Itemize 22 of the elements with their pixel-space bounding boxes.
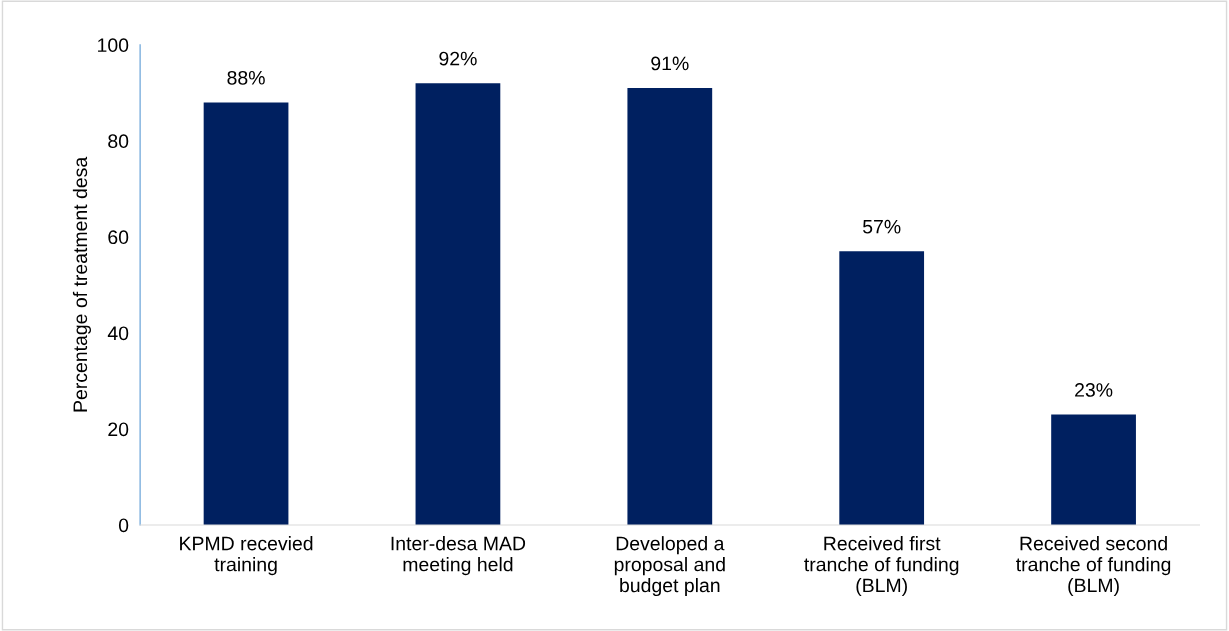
x-tick-label: Developed a proposal and budget plan [614, 536, 725, 597]
y-axis-title: Percentage of treatment desa [72, 156, 91, 412]
x-tick-label: Inter-desa MAD meeting held [391, 536, 526, 576]
y-tick-label: 60 [108, 230, 129, 245]
x-tick-label: Received first tranche of funding (BLM) [804, 536, 959, 597]
bar [203, 102, 289, 525]
y-tick-label: 100 [98, 38, 129, 53]
data-label: 57% [863, 219, 901, 234]
y-tick-label: 20 [108, 422, 129, 437]
bar [627, 88, 713, 525]
x-tick-label: KPMD recevied training [180, 536, 313, 576]
data-label: 23% [1075, 383, 1113, 397]
bar [415, 83, 501, 525]
data-label: 88% [227, 70, 265, 85]
data-label: 91% [651, 56, 689, 71]
bar [839, 251, 925, 525]
x-tick-label: Received second tranche of funding (BLM) [1016, 536, 1171, 597]
y-tick-label: 0 [118, 518, 129, 533]
y-tick-label: 40 [107, 326, 129, 341]
bar [1051, 414, 1136, 525]
y-tick-label: 80 [108, 134, 129, 149]
data-label: 92% [439, 51, 477, 66]
